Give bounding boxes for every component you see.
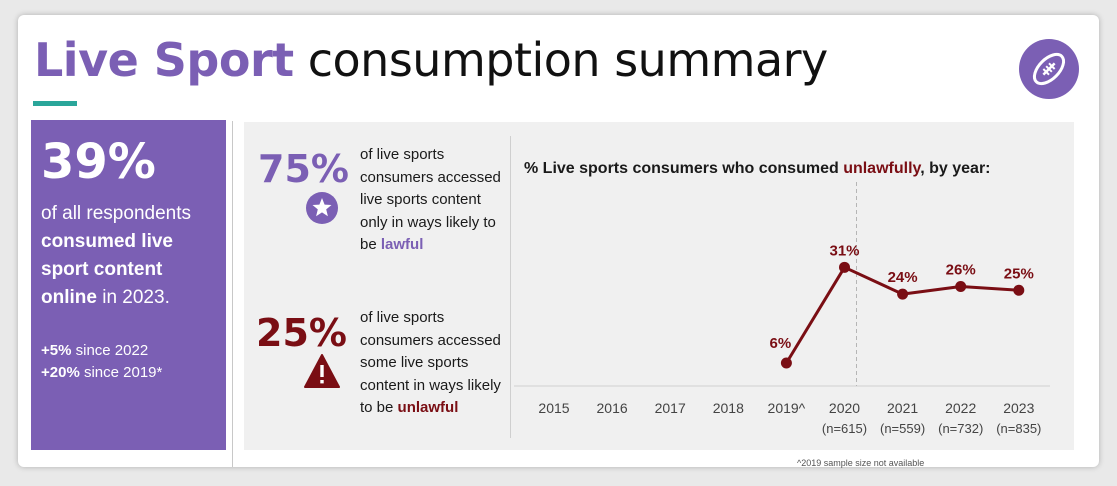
overall-stat-panel: 39% of all respondents consumed live spo… xyxy=(31,120,226,450)
x-tick-label: 2018 xyxy=(713,400,744,416)
data-point xyxy=(1013,284,1025,296)
rugby-ball-icon xyxy=(1019,39,1079,99)
data-point xyxy=(897,288,909,300)
lawful-keyword: lawful xyxy=(380,236,424,253)
title-accent: Live Sport xyxy=(34,33,294,87)
x-tick-label: 2016 xyxy=(597,400,628,416)
chart-title-pre: % Live sports consumers who consumed xyxy=(524,160,844,177)
warning-icon xyxy=(304,354,340,388)
x-tick-label: 2021 xyxy=(887,400,918,416)
overall-text-bold: consumed live sport content online xyxy=(41,231,173,308)
sample-size-label: (n=835) xyxy=(996,421,1041,436)
chart-title-post: , by year: xyxy=(920,160,991,177)
overall-text-pre: of all respondents xyxy=(41,203,191,224)
x-tick-label: 2022 xyxy=(945,400,976,416)
unlawful-keyword: unlawful xyxy=(397,399,459,416)
change-2019-value: +20% xyxy=(41,364,80,381)
star-icon xyxy=(306,192,338,224)
data-label: 24% xyxy=(888,269,918,286)
overall-text-post: in 2023. xyxy=(96,287,170,308)
title-underline xyxy=(33,101,77,106)
sample-size-label: (n=732) xyxy=(938,421,983,436)
chart-title-keyword: unlawfully xyxy=(843,160,921,177)
details-panel: 75% of live sports consumers accessed li… xyxy=(244,122,1074,450)
data-label: 25% xyxy=(1004,265,1034,282)
change-2019-label: since 2019* xyxy=(79,364,163,381)
data-label: 31% xyxy=(829,242,859,259)
chart-footnote: ^2019 sample size not available xyxy=(797,458,925,468)
unlawful-percentage: 25% xyxy=(256,311,347,355)
change-since-2022: +5% since 2022 xyxy=(41,340,216,362)
change-2022-label: since 2022 xyxy=(71,342,149,359)
panel-divider xyxy=(232,121,233,467)
unlawful-description: of live sports consumers accessed some l… xyxy=(360,307,512,420)
x-tick-label: 2020 xyxy=(829,400,860,416)
data-point xyxy=(955,280,967,292)
x-tick-label: 2019^ xyxy=(768,400,806,416)
overall-description: of all respondents consumed live sport c… xyxy=(41,200,216,312)
summary-card: Live Sport consumption summary 39% of al… xyxy=(18,15,1099,467)
page-title: Live Sport consumption summary xyxy=(34,37,828,83)
data-label: 6% xyxy=(770,335,792,352)
x-tick-label: 2017 xyxy=(655,400,686,416)
x-tick-label: 2023 xyxy=(1003,400,1034,416)
sample-size-label: (n=615) xyxy=(822,421,867,436)
x-tick-label: 2015 xyxy=(538,400,569,416)
data-point xyxy=(780,357,792,369)
overall-percentage: 39% xyxy=(41,134,156,190)
title-rest: consumption summary xyxy=(293,33,829,87)
data-label: 26% xyxy=(946,261,976,278)
sample-size-label: (n=559) xyxy=(880,421,925,436)
data-point xyxy=(839,261,850,273)
change-since-2019: +20% since 2019* xyxy=(41,362,216,384)
lawful-percentage: 75% xyxy=(258,147,349,191)
unlawful-trend-chart: 2015 2016 2017 2018 2019^ 2020 (n=615) 2021 (n=5… xyxy=(514,182,1050,436)
change-notes: +5% since 2022 +20% since 2019* xyxy=(41,340,216,384)
unlawful-text: of live sports consumers accessed some l… xyxy=(360,309,501,416)
chart-separator xyxy=(510,136,511,438)
change-2022-value: +5% xyxy=(41,342,72,359)
lawful-description: of live sports consumers accessed live s… xyxy=(360,144,512,257)
lawful-text: of live sports consumers accessed live s… xyxy=(360,146,501,253)
chart-title: % Live sports consumers who consumed unl… xyxy=(524,160,991,178)
